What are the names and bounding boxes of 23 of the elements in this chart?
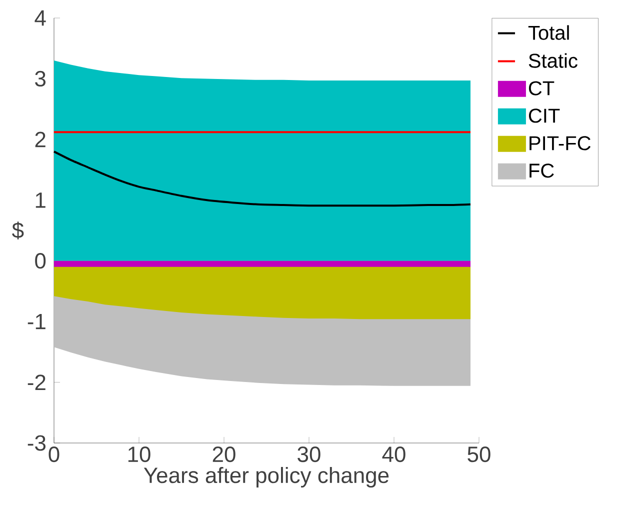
y-tick-label: 3 <box>35 70 46 87</box>
x-tick-label: 10 <box>128 446 150 462</box>
y-tick-label: 0 <box>35 253 46 269</box>
y-tick-label: -1 <box>28 314 46 330</box>
legend-label: Total <box>528 25 569 40</box>
legend-label: PIT-FC <box>530 136 591 150</box>
x-tick-label: 40 <box>382 446 406 462</box>
line-series <box>53 150 472 207</box>
legend-label: FC <box>530 164 554 178</box>
x-tick-label: 0 <box>48 446 60 462</box>
x-tick-label: 30 <box>298 446 320 462</box>
legend-label: CT <box>528 81 554 96</box>
legend-label: Static <box>528 53 578 68</box>
y-tick-label: -3 <box>28 435 46 451</box>
y-axis-title: $ <box>12 222 24 240</box>
legend-label: CIT <box>528 108 560 123</box>
x-axis-title: Years after policy change <box>144 466 389 488</box>
y-tick-label: -2 <box>28 374 46 390</box>
y-tick-label: 4 <box>34 10 46 26</box>
y-tick-label: 2 <box>35 132 46 148</box>
x-tick-label: 20 <box>212 446 236 462</box>
y-tick-label: 1 <box>36 192 46 208</box>
x-tick-label: 50 <box>468 446 490 462</box>
